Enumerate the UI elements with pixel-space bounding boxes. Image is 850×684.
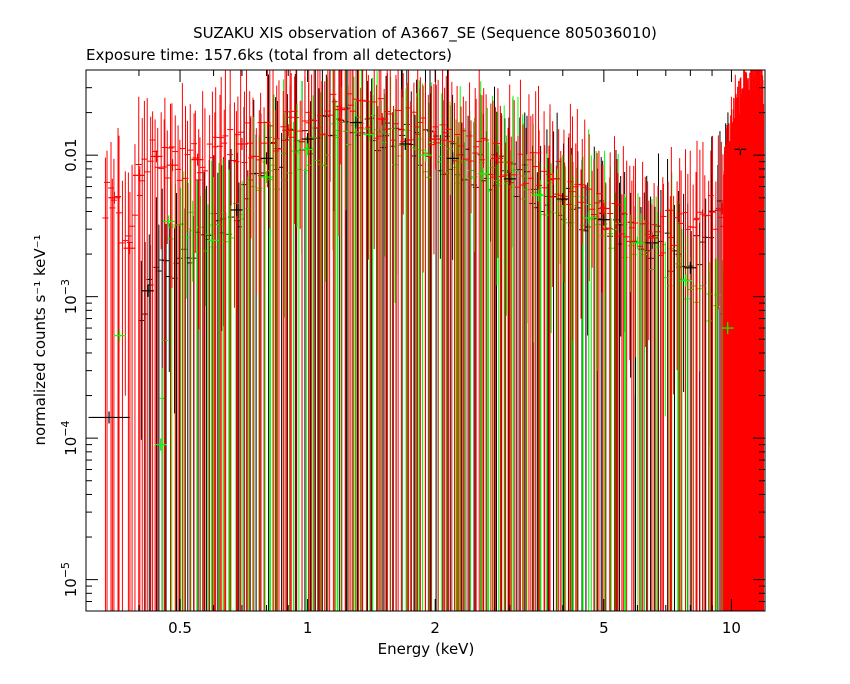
y-tick-exponent: −3 <box>59 279 72 295</box>
high-energy-red-block <box>723 70 765 611</box>
x-tick-label: 2 <box>430 619 440 637</box>
y-tick-exponent: −5 <box>59 562 72 578</box>
data-layer <box>88 70 765 611</box>
chart-subtitle: Exposure time: 157.6ks (total from all d… <box>86 46 452 64</box>
x-axis-label: Energy (keV) <box>378 640 475 658</box>
y-tick-text: 10−5 <box>59 562 80 597</box>
series-2-points <box>108 103 764 255</box>
series-1-bars <box>159 70 760 611</box>
y-tick-label: 10−3 <box>59 279 80 314</box>
y-tick-label: 0.01 <box>62 138 80 171</box>
y-tick-base: 10 <box>62 437 80 456</box>
x-tick-label: 0.5 <box>168 619 192 637</box>
y-tick-base: 10 <box>62 578 80 597</box>
y-tick-exponent: −4 <box>59 420 72 436</box>
x-tick-label: 5 <box>599 619 609 637</box>
series-1-points <box>113 128 734 451</box>
chart-title: SUZAKU XIS observation of A3667_SE (Sequ… <box>193 24 657 43</box>
x-tick-label: 10 <box>722 619 741 637</box>
y-tick-text: 10−3 <box>59 279 80 314</box>
y-tick-base: 10 <box>62 295 80 314</box>
y-tick-label: 10−5 <box>59 562 80 597</box>
y-axis-label: normalized counts s⁻¹ keV⁻¹ <box>31 234 49 445</box>
y-tick-text: 10−4 <box>59 420 80 455</box>
x-tick-label: 1 <box>303 619 313 637</box>
y-tick-label: 10−4 <box>59 420 80 455</box>
plot-frame <box>85 69 766 612</box>
y-tick-text: 0.01 <box>62 138 80 171</box>
